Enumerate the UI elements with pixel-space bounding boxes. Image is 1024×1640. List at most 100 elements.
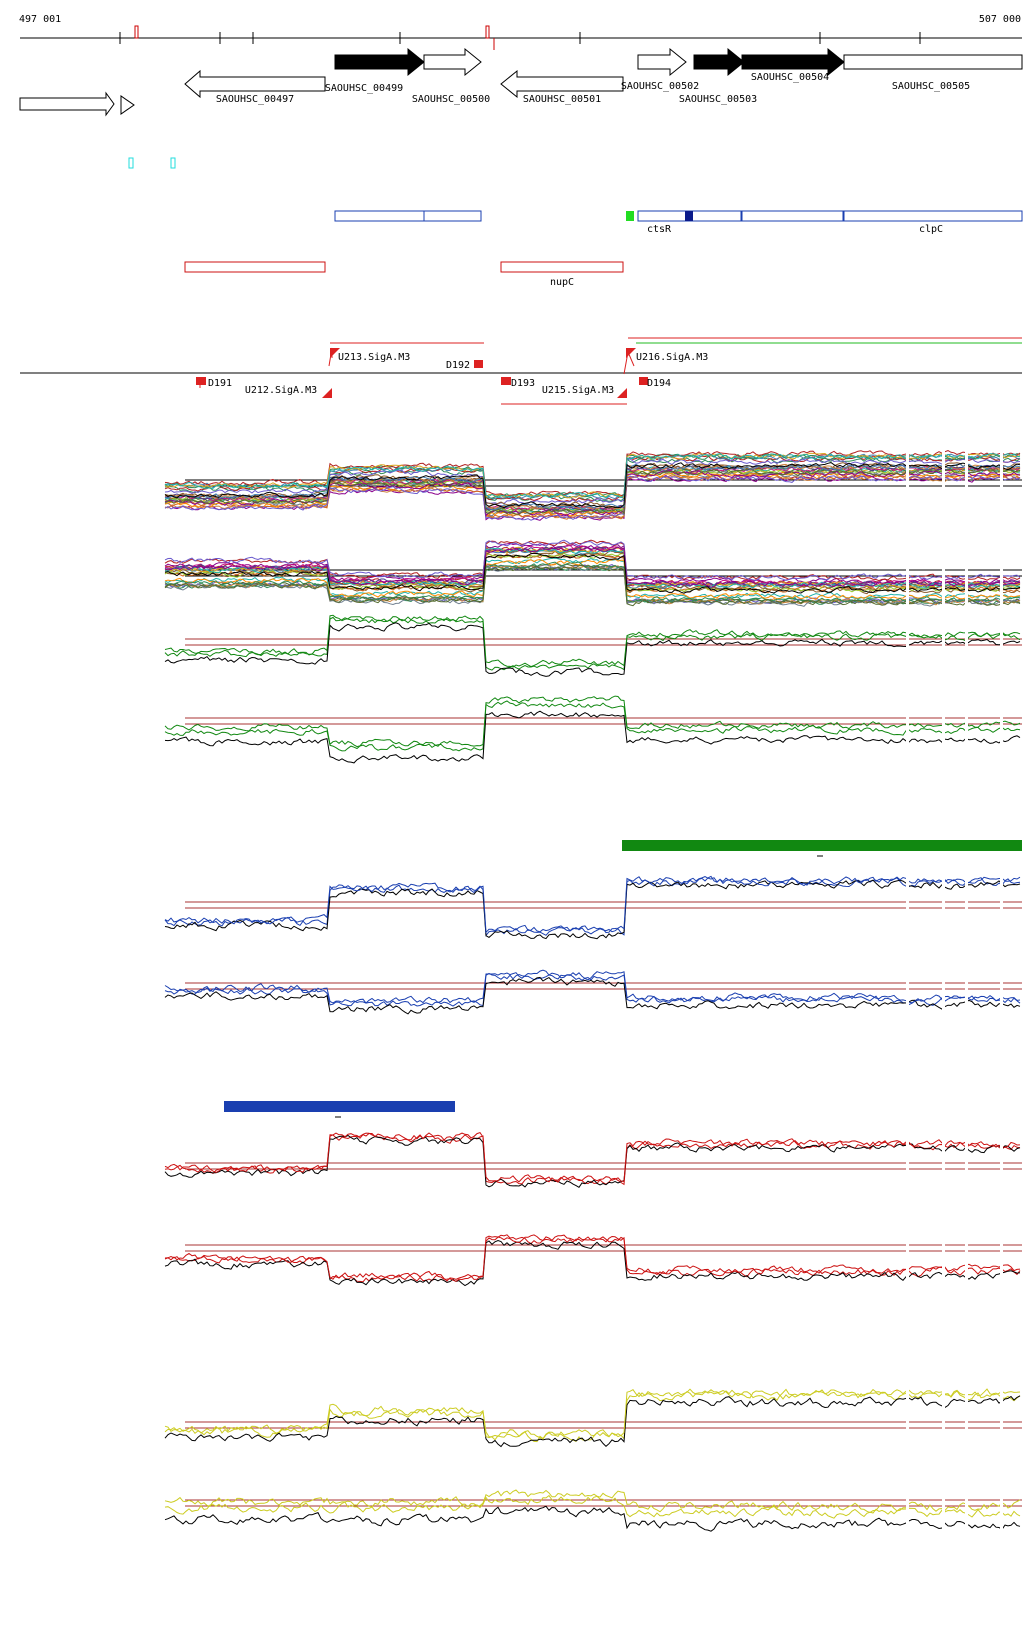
start-coordinate: 497 001 xyxy=(19,14,61,25)
data-gap xyxy=(965,540,968,610)
expression-trace xyxy=(164,452,1021,499)
down-segment-marker xyxy=(501,377,511,385)
data-gap xyxy=(942,690,945,760)
up-segment-marker xyxy=(617,388,627,398)
data-gap xyxy=(1000,1385,1003,1460)
feature-track xyxy=(128,157,176,169)
gene-label[interactable]: SAOUHSC_00504 xyxy=(751,72,829,83)
gene-label[interactable]: SAOUHSC_00505 xyxy=(892,81,970,92)
expression-trace xyxy=(164,458,1021,505)
end-coordinate: 507 000 xyxy=(979,14,1021,25)
gene-arrow[interactable] xyxy=(843,54,1023,70)
gene-arrow[interactable] xyxy=(334,47,425,77)
operon-label: ctsR xyxy=(647,224,672,235)
expression-trace xyxy=(164,1388,1021,1440)
expression-trace xyxy=(164,695,1021,748)
up-segment-label[interactable]: U216.SigA.M3 xyxy=(636,352,708,363)
expression-trace xyxy=(164,563,1021,606)
operon-marker xyxy=(626,211,634,221)
data-gap xyxy=(1000,610,1003,680)
operon-box xyxy=(334,210,425,222)
expression-trace xyxy=(164,976,1021,1015)
gene-arrow[interactable] xyxy=(741,47,845,77)
down-segment-label[interactable]: D194 xyxy=(647,378,671,389)
gene-arrow[interactable] xyxy=(693,47,745,77)
gene-arrow xyxy=(19,91,115,117)
up-segment-marker xyxy=(322,388,332,398)
data-gap xyxy=(965,955,968,1035)
operon-label: nupC xyxy=(550,277,574,288)
data-gap xyxy=(906,610,909,680)
expression-trace xyxy=(164,552,1021,594)
expression-trace xyxy=(164,614,1021,668)
data-gap xyxy=(1000,955,1003,1035)
data-gap xyxy=(965,690,968,760)
data-gap xyxy=(1000,860,1003,950)
expression-trace xyxy=(164,710,1021,764)
expression-panels xyxy=(164,450,1022,1545)
gene-label[interactable]: SAOUHSC_00502 xyxy=(621,81,699,92)
data-gap xyxy=(965,860,968,950)
data-gap xyxy=(1000,450,1003,520)
expression-trace xyxy=(164,561,1021,603)
expression-trace xyxy=(164,453,1021,499)
operon-box xyxy=(184,261,326,273)
expression-trace xyxy=(164,1132,1021,1183)
expression-trace xyxy=(164,468,1021,515)
expression-trace xyxy=(164,548,1021,591)
ruler-marker xyxy=(134,25,139,39)
operon-box xyxy=(741,210,844,222)
data-gap xyxy=(906,1125,909,1195)
down-segment-marker xyxy=(639,377,648,385)
data-gap xyxy=(942,860,945,950)
expression-trace xyxy=(164,1390,1021,1443)
gene-arrow[interactable] xyxy=(184,69,326,99)
gene-label[interactable]: SAOUHSC_00497 xyxy=(216,94,294,105)
expression-trace xyxy=(164,546,1021,588)
down-segment-label[interactable]: D192 xyxy=(446,360,470,371)
expression-trace xyxy=(164,700,1021,752)
operon-label: clpC xyxy=(919,224,943,235)
data-gap xyxy=(1000,1210,1003,1290)
expression-trace xyxy=(164,564,1021,607)
gene-label[interactable]: SAOUHSC_00503 xyxy=(679,94,757,105)
data-gap xyxy=(942,610,945,680)
expression-trace xyxy=(164,1494,1021,1519)
expression-trace xyxy=(164,876,1021,937)
gene-arrow[interactable] xyxy=(423,47,482,77)
data-gap xyxy=(906,955,909,1035)
gene-label[interactable]: SAOUHSC_00499 xyxy=(325,83,403,94)
operon-track-red: nupC xyxy=(184,261,624,288)
up-segment-label[interactable]: U213.SigA.M3 xyxy=(338,352,410,363)
data-gap xyxy=(906,690,909,760)
data-gap xyxy=(965,1125,968,1195)
expression-trace xyxy=(164,462,1021,509)
down-segment-label[interactable]: D193 xyxy=(511,378,535,389)
data-gap xyxy=(965,610,968,680)
ruler-marker xyxy=(485,25,490,39)
data-gap xyxy=(942,1210,945,1290)
operon-track-blue: ctsR clpC xyxy=(334,210,1023,235)
expression-trace xyxy=(164,465,1021,511)
expression-trace xyxy=(164,1239,1021,1287)
gene-label[interactable]: SAOUHSC_00501 xyxy=(523,94,601,105)
expression-trace xyxy=(164,542,1021,585)
expression-trace xyxy=(164,539,1021,582)
feature-mark xyxy=(128,157,134,169)
expression-trace xyxy=(164,875,1021,934)
expression-trace xyxy=(164,1234,1021,1282)
gene-label[interactable]: SAOUHSC_00500 xyxy=(412,94,490,105)
expression-trace xyxy=(164,456,1021,502)
expression-trace xyxy=(164,969,1021,1004)
data-gap xyxy=(965,1210,968,1290)
up-segment-label[interactable]: U215.SigA.M3 xyxy=(542,385,614,396)
expression-trace xyxy=(164,1395,1021,1448)
up-segment-marker xyxy=(626,348,636,358)
gene-arrow[interactable] xyxy=(637,47,687,77)
expression-trace xyxy=(164,1489,1021,1514)
data-gap xyxy=(906,1210,909,1290)
data-gap xyxy=(965,1470,968,1545)
up-segment-label[interactable]: U212.SigA.M3 xyxy=(245,385,317,396)
down-segment-label[interactable]: D191 xyxy=(208,378,232,389)
gene-arrow[interactable] xyxy=(500,69,624,99)
